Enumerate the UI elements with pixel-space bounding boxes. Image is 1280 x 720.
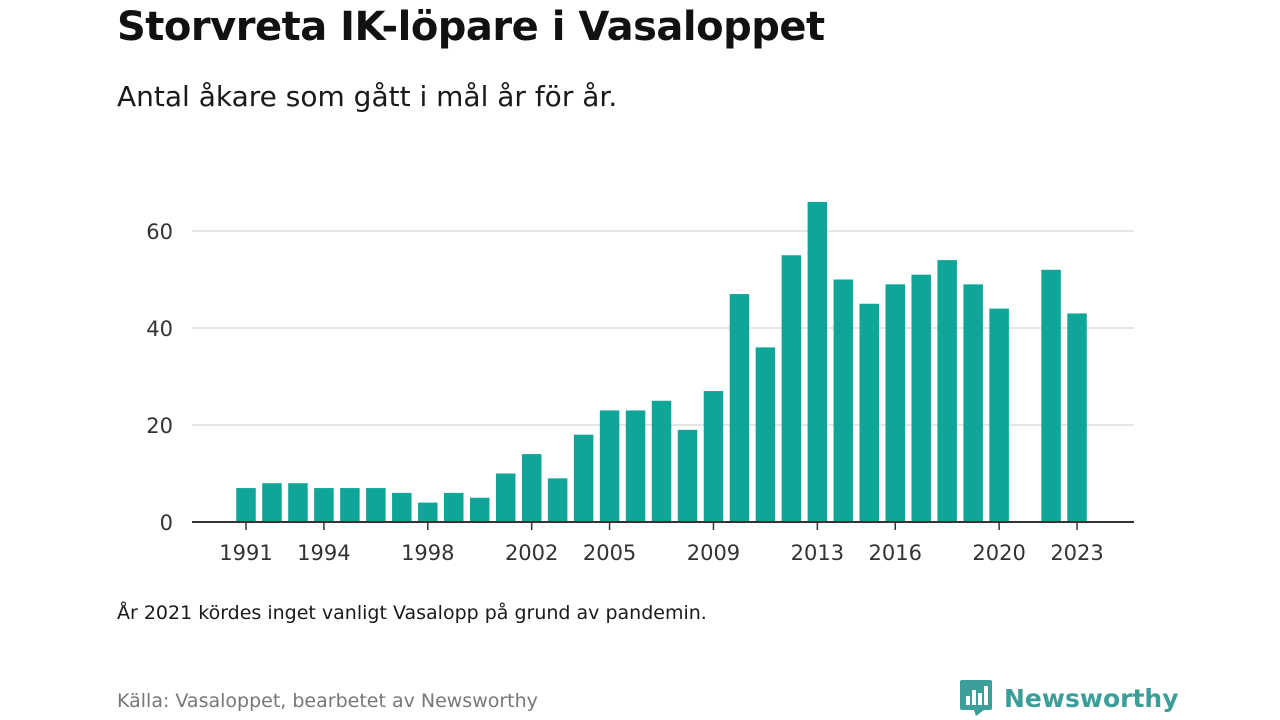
- bar-2009: [703, 391, 724, 522]
- bar-2000: [469, 497, 490, 522]
- bar-1999: [444, 492, 464, 522]
- bar-1996: [366, 488, 386, 522]
- bar-2019: [963, 284, 983, 522]
- x-tick-label: 2020: [972, 541, 1025, 565]
- bar-2007: [651, 400, 672, 522]
- bar-2011: [755, 347, 776, 522]
- source-text: Källa: Vasaloppet, bearbetet av Newswort…: [117, 690, 538, 712]
- bar-1995: [340, 488, 360, 522]
- bar-chart: 0 20 40 60 1991 1994 1998 2002 2005 2009 2013 2016 2…: [146, 201, 1134, 565]
- newsworthy-logo-icon: [960, 680, 992, 716]
- y-tick-label: 40: [146, 317, 173, 341]
- bar-2008: [677, 429, 698, 522]
- chart-subtitle: Antal åkare som gått i mål år för år.: [117, 80, 618, 113]
- bar-2022: [1041, 269, 1061, 522]
- brand-logo[interactable]: Newsworthy: [960, 680, 1179, 716]
- bar-2004: [573, 434, 594, 522]
- bar-1997: [392, 492, 412, 522]
- x-tick-label: 2013: [791, 541, 844, 565]
- chart-note: År 2021 kördes inget vanligt Vasalopp på…: [117, 602, 707, 624]
- bar-2017: [911, 274, 931, 522]
- y-tick-label: 0: [160, 511, 173, 535]
- x-tick-label: 2023: [1050, 541, 1103, 565]
- x-tick-label: 1994: [297, 541, 350, 565]
- bar-2012: [781, 255, 802, 522]
- bar-1998: [418, 502, 438, 522]
- bar-2010: [729, 294, 750, 522]
- chart-title: Storvreta IK-löpare i Vasaloppet: [117, 4, 825, 50]
- bar-1994: [314, 488, 334, 522]
- bar-1991: [236, 488, 256, 522]
- bar-2015: [859, 303, 880, 522]
- y-tick-label: 20: [146, 414, 173, 438]
- bar-2005: [599, 410, 620, 522]
- y-tick-label: 60: [146, 220, 173, 244]
- bar-2006: [625, 410, 646, 522]
- bar-2003: [547, 478, 568, 522]
- bar-2014: [833, 279, 854, 522]
- bar-2013: [807, 201, 828, 522]
- brand-name: Newsworthy: [1004, 683, 1179, 713]
- x-tick-label: 2016: [869, 541, 922, 565]
- bar-1993: [288, 483, 308, 522]
- bar-2018: [937, 260, 957, 522]
- x-tick-label: 2002: [505, 541, 558, 565]
- bar-2002: [521, 454, 542, 522]
- x-tick-label: 1991: [219, 541, 272, 565]
- x-tick-label: 2009: [687, 541, 740, 565]
- bar-2001: [495, 473, 516, 522]
- bar-2023: [1067, 313, 1087, 522]
- bar-1992: [262, 483, 282, 522]
- x-tick-label: 2005: [583, 541, 636, 565]
- x-tick-label: 1998: [401, 541, 454, 565]
- bar-2016: [885, 284, 905, 522]
- bar-2020: [989, 308, 1009, 522]
